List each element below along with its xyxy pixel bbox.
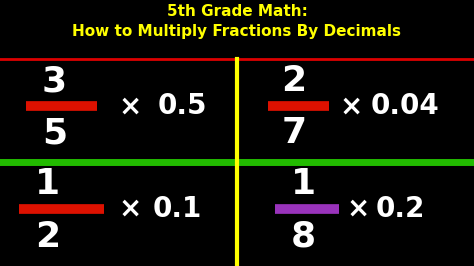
Text: 2: 2 xyxy=(281,64,307,98)
Text: 7: 7 xyxy=(281,116,307,150)
Text: 0.2: 0.2 xyxy=(376,195,425,223)
Text: 8: 8 xyxy=(291,220,316,254)
Text: 5: 5 xyxy=(42,116,67,150)
Text: 1: 1 xyxy=(291,167,316,201)
Text: 2: 2 xyxy=(35,220,60,254)
Text: 3: 3 xyxy=(42,64,67,98)
Text: 1: 1 xyxy=(35,167,60,201)
Text: 0.04: 0.04 xyxy=(371,92,440,120)
Text: ×: × xyxy=(118,195,142,223)
Text: 0.1: 0.1 xyxy=(153,195,202,223)
Text: 0.5: 0.5 xyxy=(158,92,207,120)
Text: ×: × xyxy=(118,92,142,120)
Text: How to Multiply Fractions By Decimals: How to Multiply Fractions By Decimals xyxy=(73,24,401,39)
Text: ×: × xyxy=(346,195,370,223)
Text: 5th Grade Math:: 5th Grade Math: xyxy=(166,5,308,19)
Text: ×: × xyxy=(339,92,363,120)
